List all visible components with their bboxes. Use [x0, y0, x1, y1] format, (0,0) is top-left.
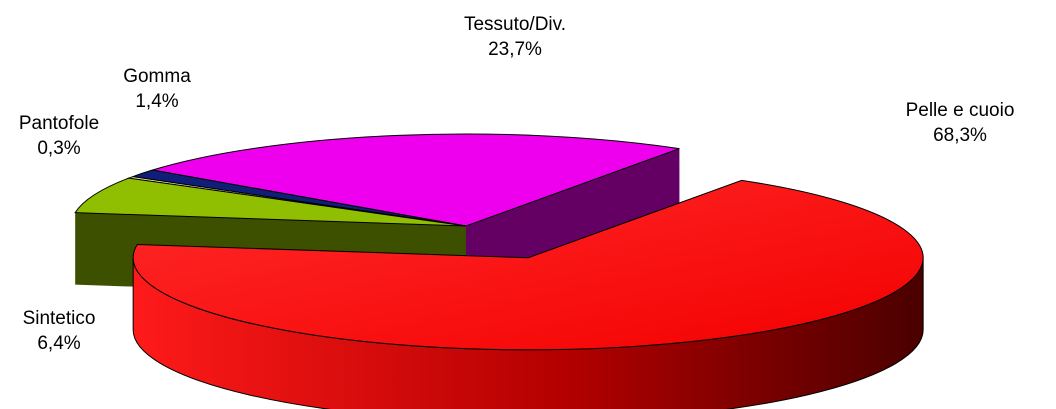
slice-top-sintetico — [74, 177, 467, 227]
label-name-pelle: Pelle e cuoio — [906, 100, 1015, 121]
slice-top-tessuto — [152, 133, 680, 227]
label-value-pelle: 68,3% — [933, 125, 987, 146]
label-value-sintetico: 6,4% — [37, 333, 80, 354]
label-name-sintetico: Sintetico — [23, 308, 96, 329]
label-value-tessuto: 23,7% — [488, 39, 542, 60]
label-name-tessuto: Tessuto/Div. — [464, 14, 566, 35]
label-value-gomma: 1,4% — [135, 91, 178, 112]
label-value-pantofole: 0,3% — [37, 138, 80, 159]
slice-top-pelle — [132, 179, 924, 351]
slice-pelle — [132, 179, 924, 409]
label-name-gomma: Gomma — [123, 66, 191, 87]
label-name-pantofole: Pantofole — [19, 113, 99, 134]
